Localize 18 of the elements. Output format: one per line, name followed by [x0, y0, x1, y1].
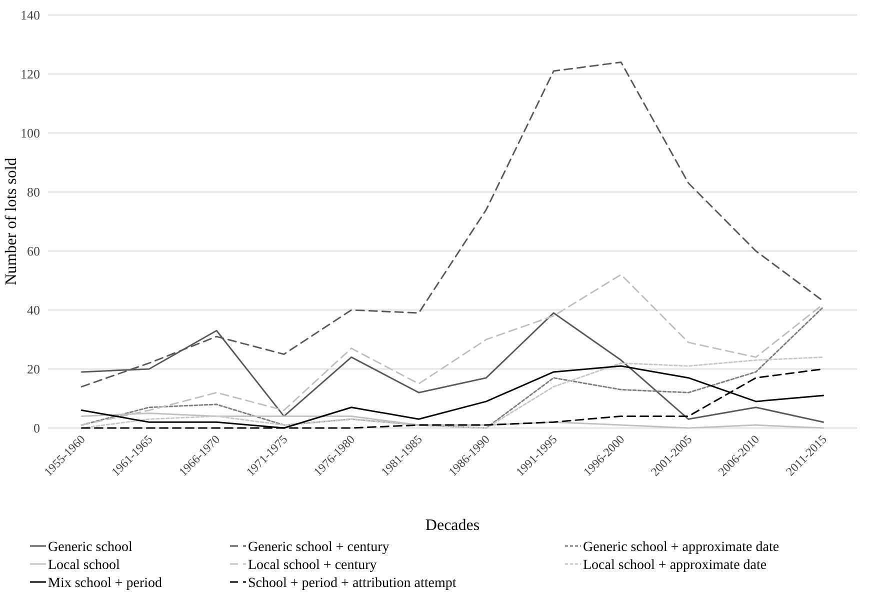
y-tick-label: 140 [20, 8, 40, 23]
y-tick-label: 40 [27, 302, 40, 318]
y-axis-title: Number of lots sold [3, 158, 20, 286]
legend-label: Mix school + period [48, 576, 162, 591]
y-tick-label: 0 [34, 420, 40, 436]
legend-label: Generic school [48, 540, 132, 555]
legend-label: School + period + attribution attempt [248, 576, 456, 591]
x-axis-title: Decades [425, 517, 480, 534]
legend-label: Local school + approximate date [583, 558, 767, 573]
y-tick-label: 80 [27, 184, 40, 200]
y-tick-label: 100 [20, 126, 40, 141]
legend-label: Local school + century [248, 558, 377, 573]
y-tick-label: 120 [20, 66, 40, 82]
y-tick-label: 20 [27, 362, 40, 377]
legend-label: Generic school + century [248, 540, 390, 555]
y-tick-label: 60 [27, 244, 40, 259]
legend-label: Local school [48, 558, 120, 573]
legend-label: Generic school + approximate date [583, 540, 780, 555]
